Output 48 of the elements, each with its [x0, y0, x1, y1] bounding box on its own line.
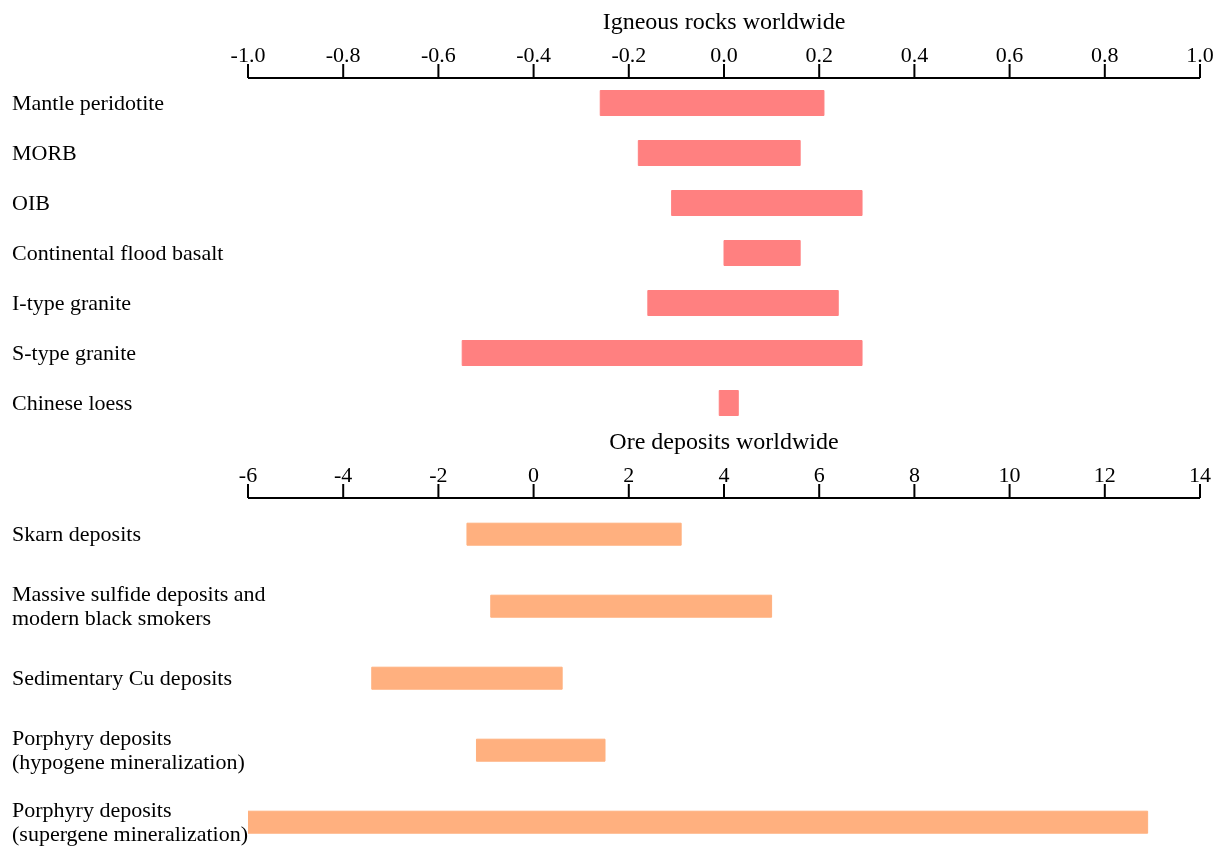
x-tick-label: -0.6	[420, 42, 456, 67]
x-tick-label: 14	[1189, 462, 1211, 487]
bar	[490, 594, 773, 618]
x-tick-label: 10	[998, 462, 1021, 487]
bar	[599, 90, 825, 116]
y-tick-label: Sedimentary Cu deposits	[12, 665, 232, 690]
x-tick-label: 1.0	[1186, 42, 1214, 67]
bar	[637, 140, 801, 166]
x-tick-label: 0.8	[1091, 42, 1119, 67]
x-tick-label: 0.0	[710, 42, 738, 67]
y-tick-label: S-type granite	[12, 340, 137, 365]
bar	[647, 290, 839, 316]
x-tick-label: 4	[718, 462, 730, 487]
bar	[671, 190, 863, 216]
bar	[248, 810, 1149, 834]
x-tick-label: -2	[429, 462, 448, 487]
y-tick-label: OIB	[12, 190, 50, 215]
bar	[723, 240, 801, 266]
y-tick-label: MORB	[12, 140, 77, 165]
bar	[461, 340, 863, 366]
x-tick-label: 0.6	[995, 42, 1024, 67]
x-tick-label: 0.4	[900, 42, 929, 67]
x-tick-label: 12	[1093, 462, 1116, 487]
chart-title: Ore deposits worldwide	[608, 428, 840, 455]
x-tick-label: -4	[334, 462, 353, 487]
x-tick-label: 0.2	[805, 42, 833, 67]
bar	[475, 738, 606, 762]
x-tick-label: -0.4	[516, 42, 552, 67]
x-tick-label: 2	[623, 462, 635, 487]
y-tick-label: Chinese loess	[12, 390, 133, 415]
x-tick-label: -1.0	[230, 42, 266, 67]
x-tick-label: -0.8	[325, 42, 361, 67]
y-tick-label: Massive sulfide deposits and modern black smokers	[12, 581, 266, 630]
bar	[466, 522, 682, 546]
chart-title: Igneous rocks worldwide	[601, 8, 847, 35]
y-tick-label: Skarn deposits	[12, 521, 141, 546]
bar	[371, 666, 563, 690]
x-tick-label: 0	[528, 462, 540, 487]
y-tick-label: Mantle peridotite	[12, 90, 165, 115]
y-tick-label: Porphyry deposits (supergene mineralization)	[12, 797, 248, 846]
x-tick-label: -6	[238, 462, 258, 487]
x-tick-label: 8	[908, 462, 920, 487]
x-tick-label: -0.2	[611, 42, 647, 67]
y-tick-label: I-type granite	[12, 290, 132, 315]
x-tick-label: 6	[813, 462, 825, 487]
y-tick-label: Porphyry deposits (hypogene mineralization)	[12, 725, 245, 774]
y-tick-label: Continental flood basalt	[12, 240, 224, 265]
bar	[718, 390, 739, 416]
